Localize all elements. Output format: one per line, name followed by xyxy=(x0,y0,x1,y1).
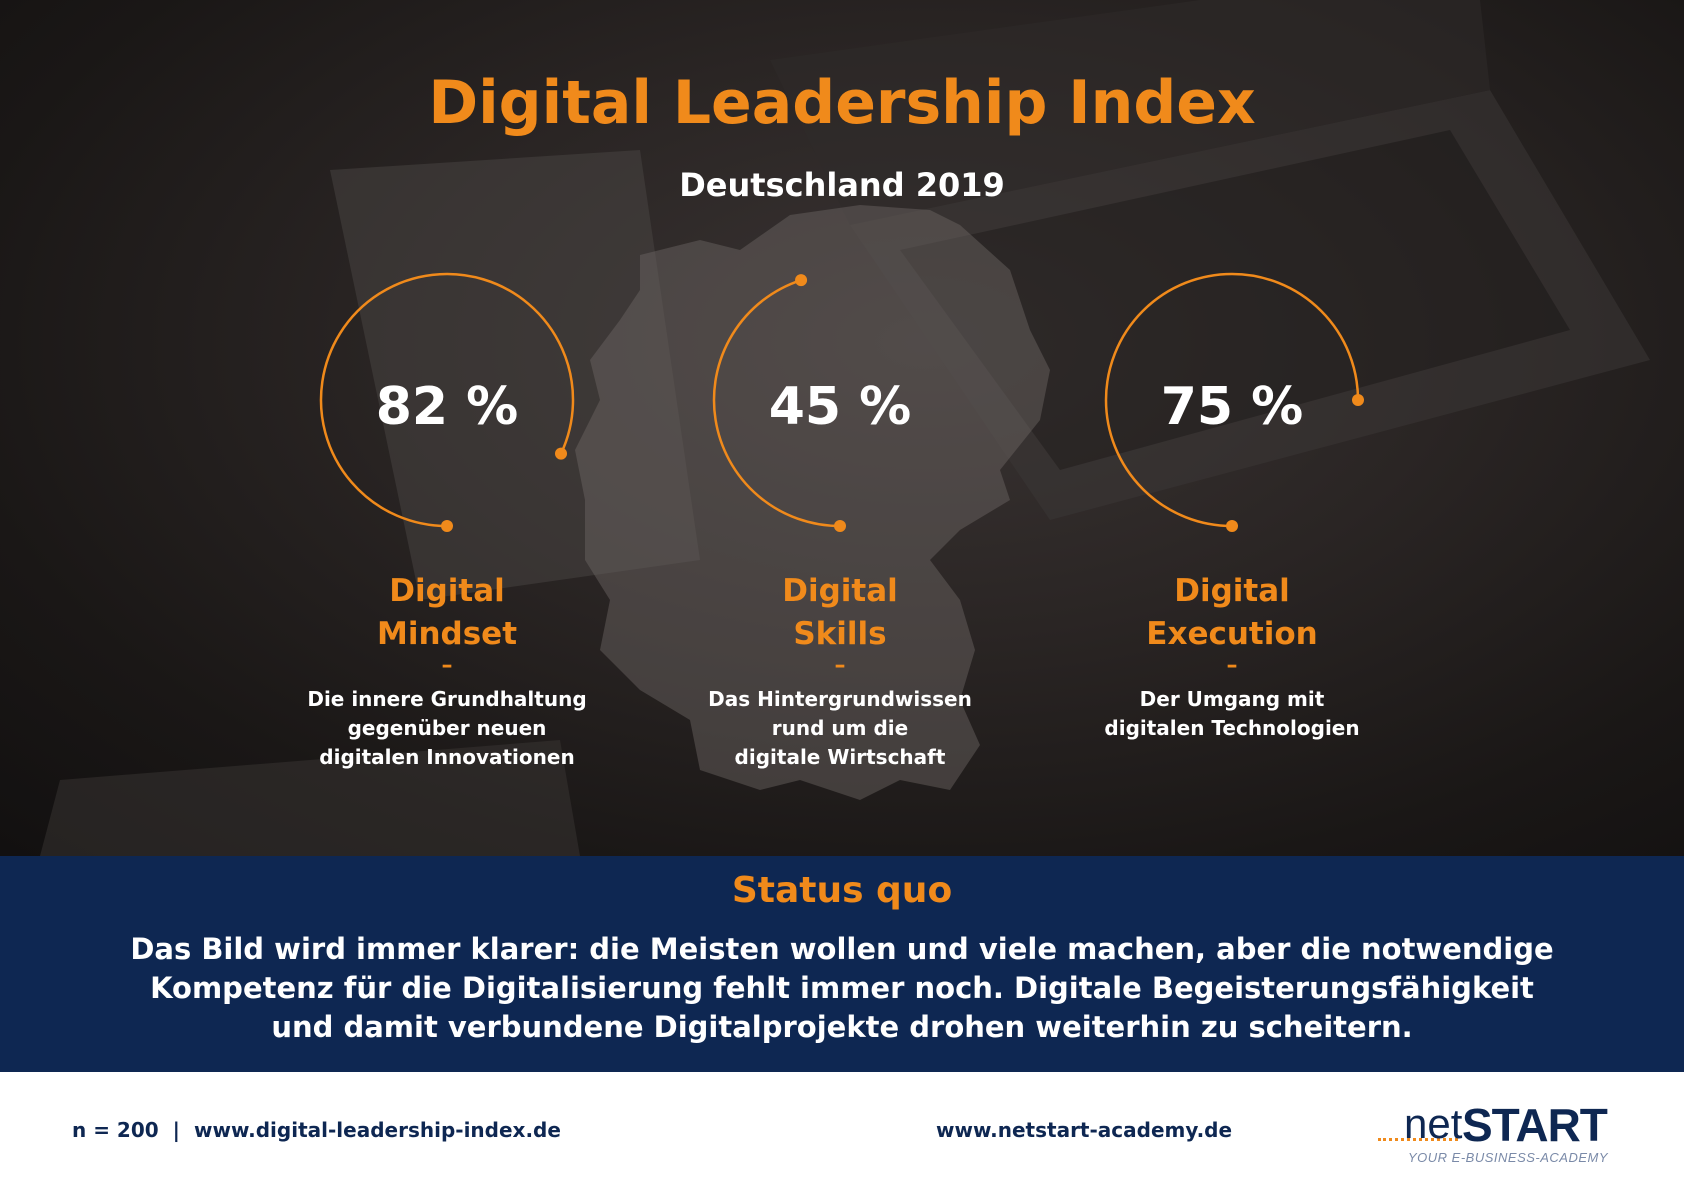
background-photo xyxy=(40,0,1650,856)
progress-ring xyxy=(319,272,575,532)
footer-left: n = 200 | www.digital-leadership-index.de xyxy=(72,1118,561,1142)
status-quo-section: Status quo Das Bild wird immer klarer: d… xyxy=(0,856,1684,1072)
sample-size: n = 200 xyxy=(72,1118,159,1142)
metric-description: Die innere Grundhaltung gegenüber neuen … xyxy=(277,685,617,772)
metric-dash: – xyxy=(441,653,453,678)
progress-arc xyxy=(1104,272,1360,528)
logo-tagline: YOUR E-BUSINESS-ACADEMY xyxy=(1408,1150,1609,1165)
page-title: Digital Leadership Index xyxy=(428,68,1256,138)
description-line: Das Hintergrundwissen xyxy=(708,687,972,711)
metric-label-line: Digital xyxy=(389,573,505,609)
metric-label: Digital Execution xyxy=(1062,570,1402,656)
status-line: und damit verbundene Digitalprojekte dro… xyxy=(271,1010,1413,1044)
description-line: Die innere Grundhaltung xyxy=(307,687,587,711)
arc-start-dot xyxy=(834,520,846,532)
description-line: digitale Wirtschaft xyxy=(734,745,946,769)
arc-end-dot xyxy=(795,274,808,287)
description-line: rund um die xyxy=(771,716,909,740)
arc-start-dot xyxy=(441,520,453,532)
footer: n = 200 | www.digital-leadership-index.de … xyxy=(0,1072,1684,1191)
metric-label-line: Skills xyxy=(793,616,887,652)
academy-website-link[interactable]: www.netstart-academy.de xyxy=(936,1118,1233,1142)
description-line: digitalen Innovationen xyxy=(319,745,575,769)
laptop-illustration xyxy=(770,0,1650,520)
status-line: Kompetenz für die Digitalisierung fehlt … xyxy=(150,971,1534,1005)
papers-illustration xyxy=(40,150,700,856)
logo-net: net xyxy=(1404,1100,1463,1147)
progress-ring xyxy=(1104,272,1364,532)
page-subtitle: Deutschland 2019 xyxy=(679,166,1005,204)
index-website-link[interactable]: www.digital-leadership-index.de xyxy=(193,1118,561,1142)
metric-value: 45 % xyxy=(768,377,912,437)
metric-dash: – xyxy=(1226,653,1238,678)
status-heading: Status quo xyxy=(731,870,953,911)
metric-dash: – xyxy=(834,653,846,678)
metric-label: Digital Skills xyxy=(670,570,1010,656)
footer-separator: | xyxy=(172,1118,180,1142)
arc-end-dot xyxy=(555,447,568,460)
metric-label: Digital Mindset xyxy=(277,570,617,656)
status-text: Das Bild wird immer klarer: die Meisten … xyxy=(110,930,1574,1047)
progress-arc xyxy=(712,278,841,528)
metric-description: Das Hintergrundwissen rund um die digita… xyxy=(670,685,1010,772)
progress-arc xyxy=(319,272,575,528)
metric-label-line: Execution xyxy=(1146,616,1318,652)
metric-label-line: Mindset xyxy=(376,616,518,652)
metric-value: 82 % xyxy=(375,377,519,437)
metric-label-line: Digital xyxy=(1174,573,1290,609)
status-line: Das Bild wird immer klarer: die Meisten … xyxy=(130,932,1554,966)
description-line: Der Umgang mit xyxy=(1139,687,1325,711)
metric-description: Der Umgang mit digitalen Technologien xyxy=(1062,685,1402,743)
logo-start: START xyxy=(1462,1099,1608,1151)
description-line: gegenüber neuen xyxy=(347,716,547,740)
metric-value: 75 % xyxy=(1160,377,1304,437)
netstart-logo: net START YOUR E-BUSINESS-ACADEMY xyxy=(1378,1098,1618,1168)
arc-end-dot xyxy=(1352,394,1364,406)
progress-ring xyxy=(712,274,846,532)
hero-section: Digital Leadership Index Deutschland 201… xyxy=(0,0,1684,856)
logo-dotted-line xyxy=(1378,1138,1458,1141)
germany-map-silhouette xyxy=(575,205,1050,800)
arc-start-dot xyxy=(1226,520,1238,532)
metric-label-line: Digital xyxy=(782,573,898,609)
description-line: digitalen Technologien xyxy=(1104,716,1360,740)
